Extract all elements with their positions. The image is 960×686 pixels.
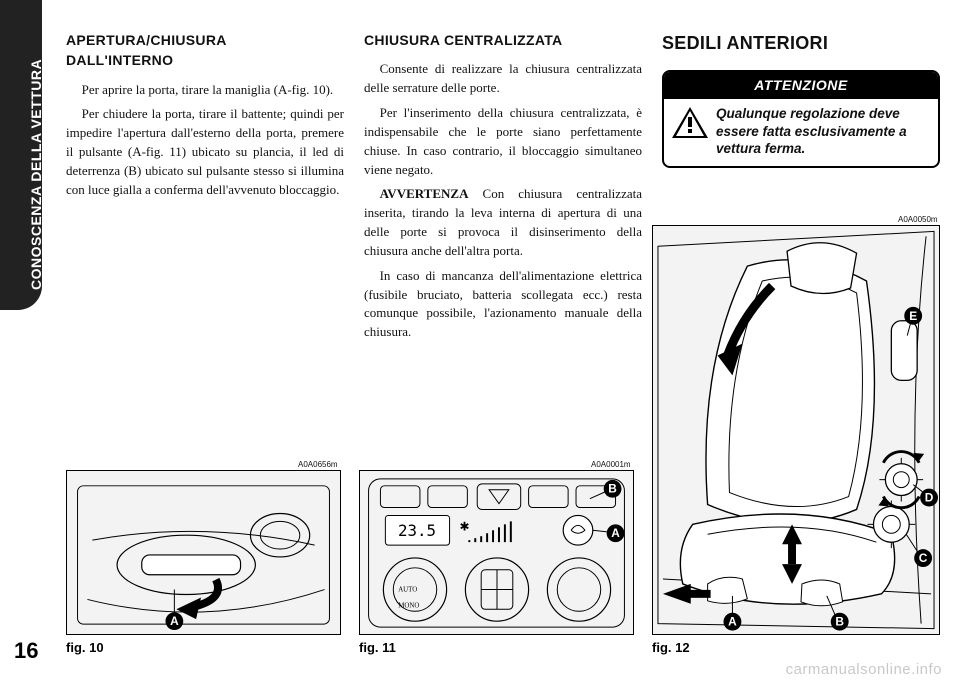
fig12-label: fig. 12 [652,640,690,655]
fig11-callout-a: A [611,526,620,540]
fig10-label: fig. 10 [66,640,104,655]
warning-text: Qualunque regolazione deve essere fatta … [716,105,930,158]
section-tab: CONOSCENZA DELLA VETTURA [0,0,42,310]
fig10-callout-a: A [170,614,179,628]
fig12-callout-c: C [919,551,928,565]
svg-text:AUTO: AUTO [398,587,417,594]
col1-heading: APERTURA/CHIUSURA DALL'INTERNO [66,30,344,71]
col2-p2: Per l'inserimento della chiusura central… [364,104,642,179]
col2-p1: Consente di realizzare la chiusura centr… [364,60,642,98]
fig10-code: A0A0656m [298,460,338,469]
figure-10: A [66,470,341,635]
fig11-code: A0A0001m [591,460,631,469]
warning-icon [670,105,710,158]
column-1: APERTURA/CHIUSURA DALL'INTERNO Per aprir… [66,30,344,348]
fig12-callout-d: D [925,491,934,505]
col1-p1: Per aprire la porta, tirare la maniglia … [66,81,344,100]
warning-title: ATTENZIONE [664,72,938,99]
col2-p3-label: AVVERTENZA [380,186,469,201]
col2-heading: CHIUSURA CENTRALIZZATA [364,30,642,50]
fig12-callout-a: A [728,615,737,629]
fig12-code: A0A0050m [898,215,938,224]
col2-p4: In caso di mancanza dell'alimentazione e… [364,267,642,342]
warning-body: Qualunque regolazione deve essere fatta … [664,99,938,166]
svg-text:23.5: 23.5 [398,521,436,540]
col1-heading-l2: DALL'INTERNO [66,52,173,68]
figure-12: A B C D E [652,225,940,635]
manual-page: CONOSCENZA DELLA VETTURA APERTURA/CHIUSU… [0,0,960,686]
fig11-label: fig. 11 [359,640,396,655]
col1-heading-l1: APERTURA/CHIUSURA [66,32,227,48]
svg-text:✱: ✱ [459,519,469,533]
section-tab-label: CONOSCENZA DELLA VETTURA [28,59,44,290]
figure-11: 23.5 ✱ AUTO MONO [359,470,634,635]
watermark: carmanualsonline.info [786,661,942,678]
warning-box: ATTENZIONE Qualunque regolazione deve es… [662,70,940,168]
fig11-callout-b: B [608,482,617,496]
fig12-callout-e: E [909,309,917,323]
page-number: 16 [14,638,38,664]
col2-p3: AVVERTENZA Con chiusura centralizzata in… [364,185,642,260]
column-2: CHIUSURA CENTRALIZZATA Consente di reali… [364,30,642,348]
svg-text:MONO: MONO [398,602,419,609]
col1-p2: Per chiudere la porta, tirare il battent… [66,105,344,199]
col3-heading: SEDILI ANTERIORI [662,30,940,56]
fig12-callout-b: B [835,615,844,629]
